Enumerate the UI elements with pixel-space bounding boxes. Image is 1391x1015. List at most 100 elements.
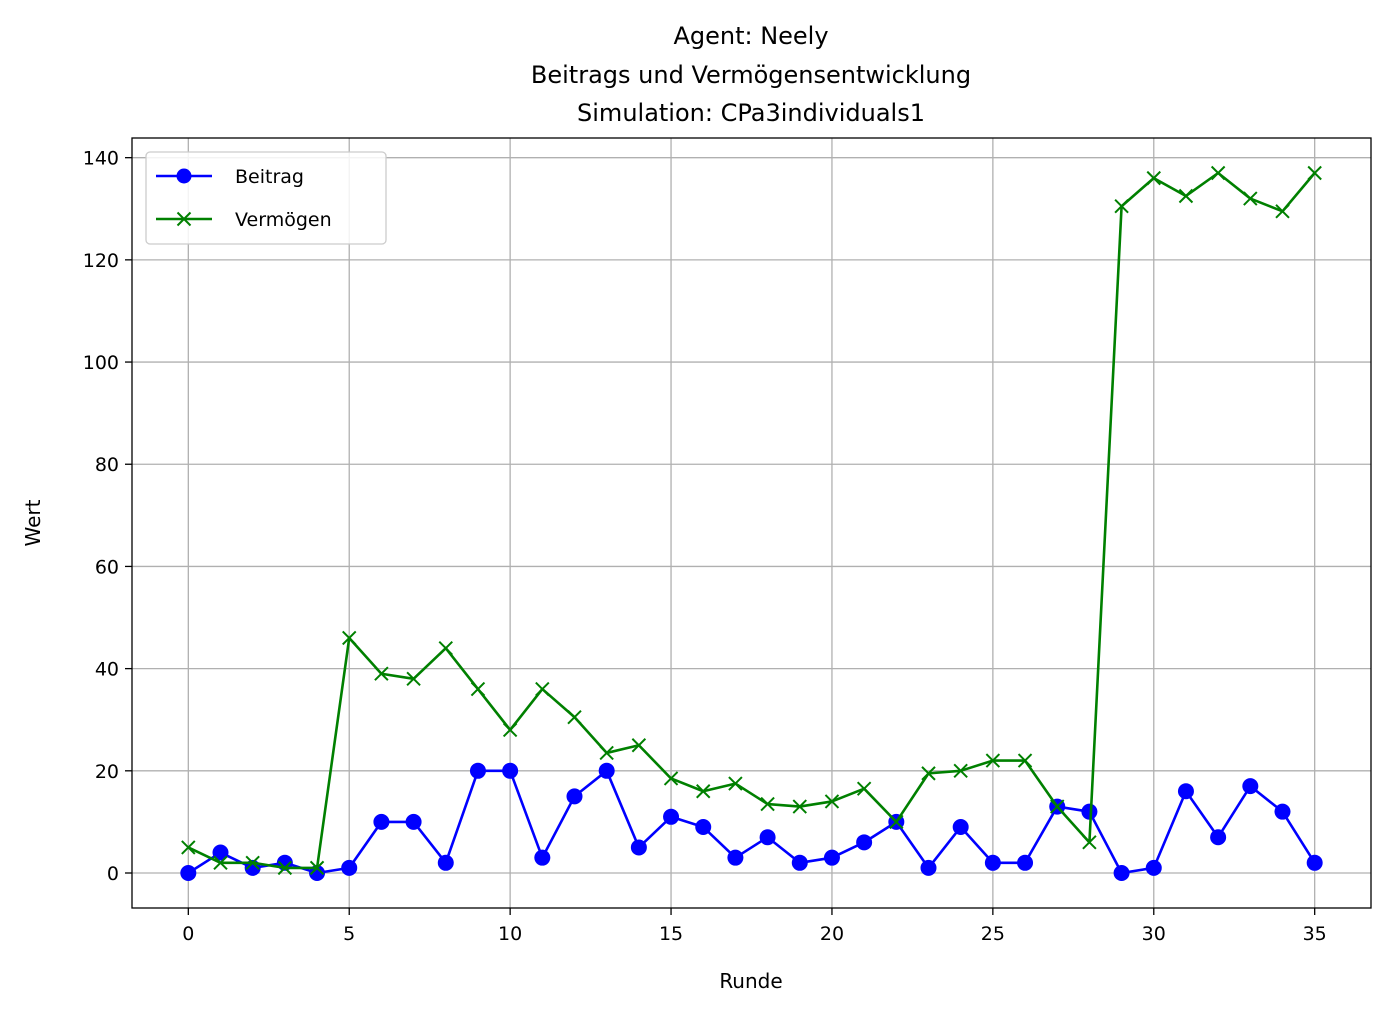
series-beitrag <box>180 762 1323 881</box>
data-point <box>1146 170 1161 186</box>
data-point <box>438 640 453 656</box>
legend-marker-beitrag <box>176 168 192 184</box>
data-point <box>985 753 1001 768</box>
y-tick-label: 120 <box>83 250 119 272</box>
x-tick-label: 35 <box>1303 923 1327 945</box>
y-tick-label: 40 <box>95 659 119 681</box>
data-point <box>1177 783 1194 800</box>
data-point <box>1306 854 1323 871</box>
data-point <box>695 819 712 836</box>
x-tick-label: 15 <box>659 923 683 945</box>
data-point <box>1178 188 1194 204</box>
data-point <box>470 681 486 697</box>
x-tick-label: 25 <box>981 923 1005 945</box>
data-point <box>1242 778 1259 795</box>
title-line-3: Simulation: CPa3individuals1 <box>577 99 925 127</box>
data-point <box>1210 165 1226 181</box>
data-point <box>598 762 615 779</box>
data-point <box>1082 835 1097 850</box>
data-point <box>1275 204 1290 219</box>
title-line-1: Agent: Neely <box>673 22 828 50</box>
data-point <box>921 766 936 781</box>
data-point <box>759 829 776 846</box>
data-point <box>469 762 486 779</box>
data-point <box>342 630 357 646</box>
data-point <box>502 762 519 779</box>
data-point <box>405 813 422 830</box>
data-point <box>437 854 454 871</box>
y-tick-label: 20 <box>95 761 119 783</box>
data-point <box>566 788 583 805</box>
data-point <box>631 738 647 753</box>
data-point <box>824 794 840 809</box>
legend-label-vermoegen: Vermögen <box>235 209 332 231</box>
data-point <box>1114 199 1129 214</box>
plot-area <box>180 165 1323 881</box>
data-point <box>984 854 1001 871</box>
y-axis-label: Wert <box>21 499 45 546</box>
data-point <box>181 840 196 855</box>
data-point <box>1243 191 1258 206</box>
data-point <box>823 849 840 866</box>
data-point <box>696 784 711 799</box>
data-point <box>374 666 389 681</box>
chart-title: Agent: Neely Beitrags und Vermögensentwi… <box>531 22 971 127</box>
data-point <box>277 860 293 876</box>
plot-frame <box>131 137 1372 909</box>
legend: Beitrag Vermögen <box>145 151 387 245</box>
data-point <box>792 799 807 814</box>
legend-marker-vermoegen <box>176 211 192 227</box>
data-point <box>1274 803 1291 820</box>
data-point <box>1145 859 1162 876</box>
x-tick-label: 30 <box>1142 923 1166 945</box>
data-point <box>502 722 518 738</box>
data-point <box>309 860 325 876</box>
y-axis: 0 20 40 60 80 100 120 140 <box>83 148 132 885</box>
data-point <box>212 844 229 861</box>
series-vermoegen <box>181 165 1322 876</box>
data-point <box>1050 799 1065 814</box>
data-point <box>889 814 904 830</box>
data-point <box>245 855 260 870</box>
data-point <box>1113 865 1130 881</box>
y-tick-label: 60 <box>95 556 119 578</box>
y-tick-label: 140 <box>83 148 119 170</box>
data-point <box>952 819 969 836</box>
x-axis: 0 5 10 15 20 25 30 35 <box>182 908 1327 945</box>
data-point <box>534 849 551 866</box>
data-point <box>727 849 744 866</box>
x-tick-label: 0 <box>182 923 194 945</box>
series-line <box>187 171 1316 870</box>
data-point <box>180 865 197 881</box>
data-point <box>630 839 647 856</box>
data-point <box>599 745 614 761</box>
data-point <box>213 855 228 870</box>
x-tick-label: 20 <box>820 923 844 945</box>
data-point <box>920 859 937 876</box>
data-point <box>406 671 421 687</box>
data-point <box>663 771 679 786</box>
data-point <box>791 854 808 871</box>
data-point <box>1017 753 1033 768</box>
x-tick-label: 10 <box>498 923 522 945</box>
y-tick-label: 80 <box>95 454 119 476</box>
data-point <box>856 834 873 851</box>
data-point <box>341 859 358 876</box>
data-point <box>856 781 872 796</box>
data-point <box>760 796 775 812</box>
data-point <box>728 776 743 791</box>
data-point <box>663 808 680 825</box>
data-point <box>953 763 968 779</box>
data-point <box>535 681 550 697</box>
data-point <box>1307 165 1322 181</box>
x-axis-label: Runde <box>719 969 782 993</box>
series-line <box>187 769 1316 875</box>
data-point <box>1017 854 1034 871</box>
y-tick-label: 100 <box>83 352 119 374</box>
data-point <box>1081 803 1098 820</box>
data-point <box>1210 829 1227 846</box>
x-tick-label: 5 <box>343 923 355 945</box>
y-tick-label: 0 <box>107 863 119 885</box>
grid <box>132 138 1371 908</box>
